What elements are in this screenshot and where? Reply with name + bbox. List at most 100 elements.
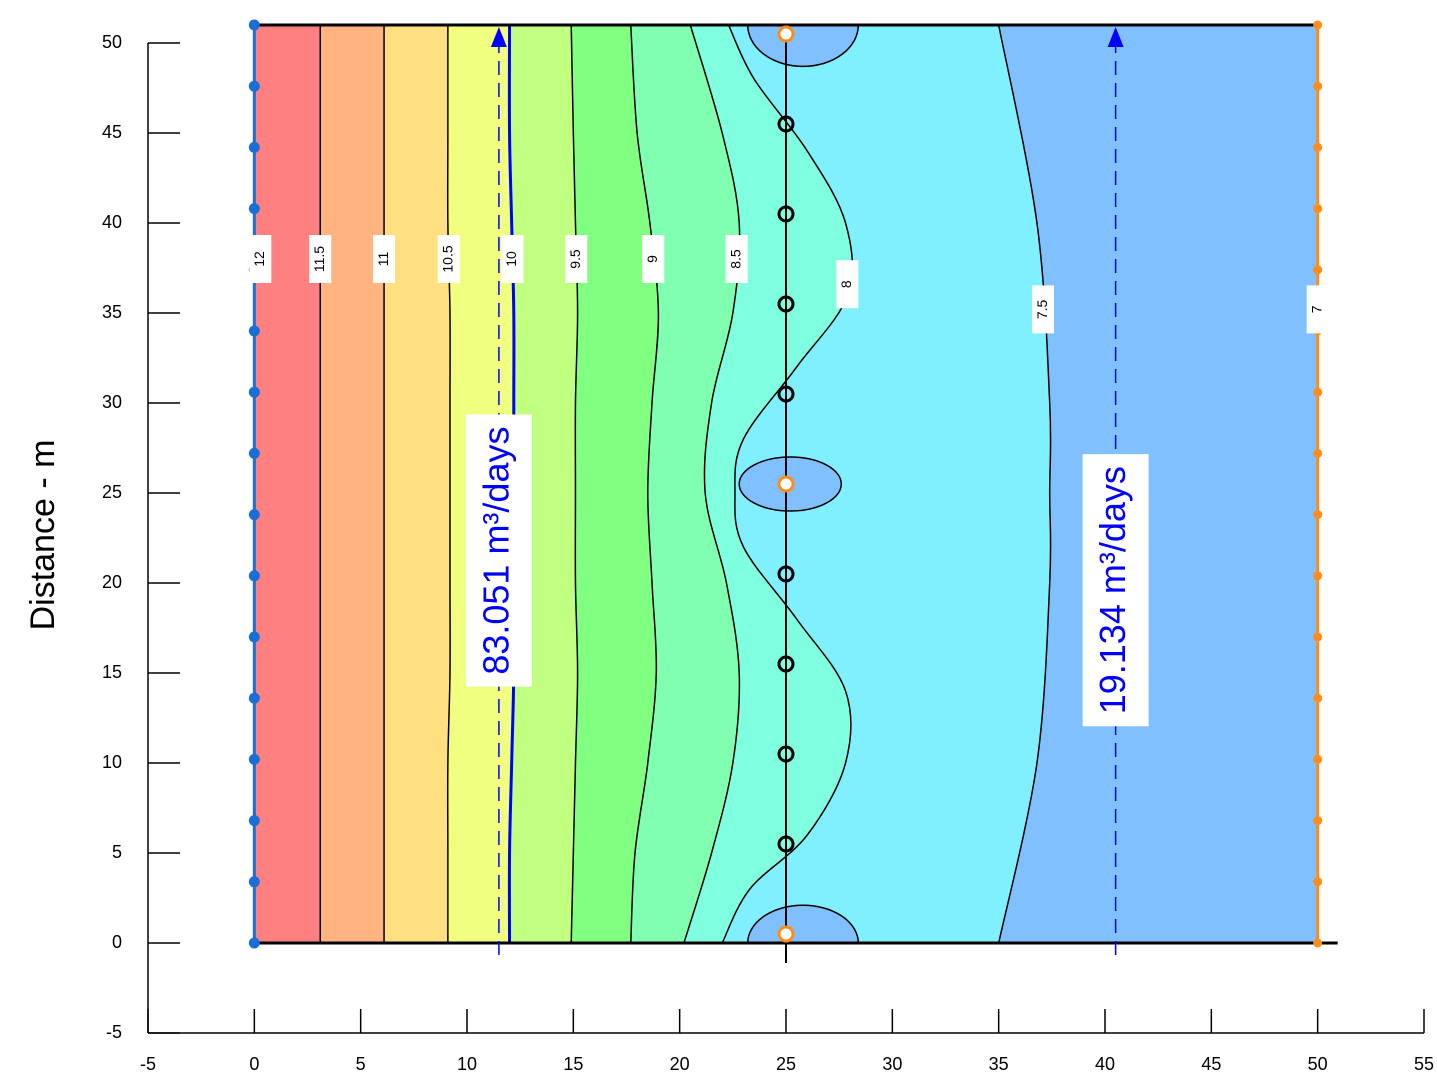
- x-tick-label: 35: [989, 1054, 1009, 1074]
- x-tick-label: 5: [356, 1054, 366, 1074]
- y-axis-title: Distance - m: [24, 440, 62, 631]
- flux-arrow: [1107, 27, 1124, 47]
- well: [777, 295, 795, 313]
- boundary-node: [1313, 20, 1323, 30]
- x-tick-label: 45: [1201, 1054, 1221, 1074]
- y-tick-label: 40: [102, 212, 122, 232]
- contour-label: 11: [375, 252, 391, 267]
- contour-line: [683, 25, 741, 943]
- well: [777, 565, 795, 583]
- x-tick-label: 20: [670, 1054, 690, 1074]
- flux-label: 19.134 m³/days: [1092, 466, 1133, 714]
- contour-label: 8.5: [727, 249, 743, 269]
- y-tick-label: 0: [112, 932, 122, 952]
- boundary-node: [248, 937, 260, 949]
- contour-label-box: [249, 235, 272, 283]
- boundary-node: [248, 753, 260, 765]
- contour-label: 10: [503, 251, 519, 267]
- boundary-node: [1313, 693, 1323, 703]
- boundary-node: [248, 570, 260, 582]
- boundary-node: [248, 509, 260, 521]
- y-tick-label: 45: [102, 122, 122, 142]
- y-tick-label: 20: [102, 572, 122, 592]
- y-tick-label: 30: [102, 392, 122, 412]
- y-tick-label: -5: [106, 1022, 122, 1042]
- y-tick-label: 35: [102, 302, 122, 322]
- boundary-node: [248, 141, 260, 153]
- contour-label-box: [642, 235, 665, 283]
- boundary-node: [1313, 938, 1323, 948]
- contour-label: 9.5: [567, 249, 583, 269]
- contour-line: [570, 25, 579, 943]
- well-zone: [746, 904, 860, 943]
- contour-band: [998, 25, 1318, 943]
- boundary-node: [248, 692, 260, 704]
- boundary-node: [1313, 204, 1323, 214]
- contour-label-box: [1306, 285, 1329, 334]
- well: [777, 925, 795, 943]
- flux-label: 83.051 m³/days: [475, 427, 516, 675]
- well-zone: [746, 25, 860, 68]
- y-tick-label: 5: [112, 842, 122, 862]
- boundary-node: [248, 386, 260, 398]
- contour-label-box: [309, 235, 332, 283]
- boundary-node: [248, 815, 260, 827]
- boundary-node: [1313, 877, 1323, 887]
- boundary-node: [1313, 142, 1323, 152]
- well: [777, 25, 795, 43]
- y-tick-label: 25: [102, 482, 122, 502]
- x-tick-label: 15: [563, 1054, 583, 1074]
- x-tick-label: 0: [249, 1054, 259, 1074]
- y-tick-label: 15: [102, 662, 122, 682]
- boundary-node: [248, 203, 260, 215]
- contour-label: 11.5: [311, 246, 327, 272]
- boundary-node: [248, 447, 260, 459]
- contour-label: 7.5: [1034, 299, 1050, 319]
- x-tick-label: 55: [1414, 1054, 1434, 1074]
- boundary-node: [248, 80, 260, 92]
- contour-label-box: [725, 235, 748, 283]
- well: [777, 385, 795, 403]
- x-tick-label: 10: [457, 1054, 477, 1074]
- boundary-node: [248, 325, 260, 337]
- contour-label-box: [437, 235, 460, 283]
- contour-label: 7: [1308, 305, 1324, 313]
- contour-label-box: [1032, 285, 1055, 334]
- boundary-node: [1313, 571, 1323, 581]
- boundary-node: [1313, 510, 1323, 520]
- boundary-node: [1313, 754, 1323, 764]
- contour-line: [446, 25, 451, 943]
- boundary-node: [248, 19, 260, 31]
- contour-label-box: [501, 235, 524, 283]
- boundary-node: [248, 876, 260, 888]
- x-tick-label: 30: [882, 1054, 902, 1074]
- well: [777, 205, 795, 223]
- contour-label: 9: [644, 255, 660, 263]
- flux-label-box: [465, 414, 532, 687]
- y-tick-label: 50: [102, 32, 122, 52]
- y-tick-label: 10: [102, 752, 122, 772]
- boundary-node: [1313, 265, 1323, 275]
- contour-label: 10.5: [439, 245, 455, 272]
- contour-line: [721, 25, 854, 943]
- contour-line: [997, 25, 1052, 943]
- well: [777, 475, 795, 493]
- boundary-node: [1313, 448, 1323, 458]
- boundary-node: [1313, 632, 1323, 642]
- boundary-node: [1313, 387, 1323, 397]
- well: [777, 745, 795, 763]
- x-tick-label: 25: [776, 1054, 796, 1074]
- well: [777, 655, 795, 673]
- boundary-node: [1313, 81, 1323, 91]
- boundary-node: [248, 631, 260, 643]
- contour-label: 8: [838, 280, 854, 288]
- well: [777, 115, 795, 133]
- well: [777, 835, 795, 853]
- contour-label-box: [836, 260, 859, 309]
- flux-arrow: [490, 27, 507, 47]
- contour-line: [630, 25, 660, 943]
- contour-label-box: [373, 235, 396, 283]
- boundary-node: [1313, 816, 1323, 826]
